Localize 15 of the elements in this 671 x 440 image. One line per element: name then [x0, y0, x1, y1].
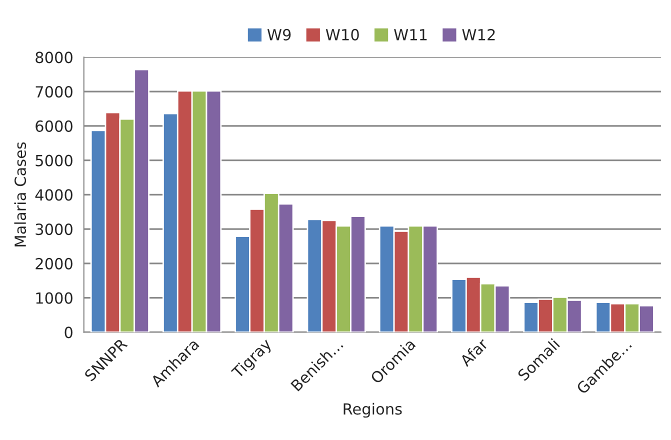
y-tick-label: 7000 [36, 86, 72, 98]
y-tick-label: 1000 [36, 292, 72, 304]
y-tick-label: 5000 [36, 154, 72, 166]
y-tick-label: 3000 [36, 224, 72, 236]
y-tick-label: 8000 [36, 52, 72, 64]
legend-label: W11 [394, 29, 427, 40]
y-tick-label: 4000 [35, 189, 72, 201]
y-tick-label: 0 [64, 326, 72, 338]
legend-label: W9 [267, 28, 291, 40]
legend-label: W10 [326, 28, 359, 40]
x-axis-title: Regions [344, 402, 402, 418]
y-tick-label: 2000 [36, 258, 72, 270]
y-axis-title: Malaria Cases [14, 142, 26, 246]
y-tick-label: 6000 [36, 120, 72, 132]
legend-label: W12 [462, 28, 495, 40]
